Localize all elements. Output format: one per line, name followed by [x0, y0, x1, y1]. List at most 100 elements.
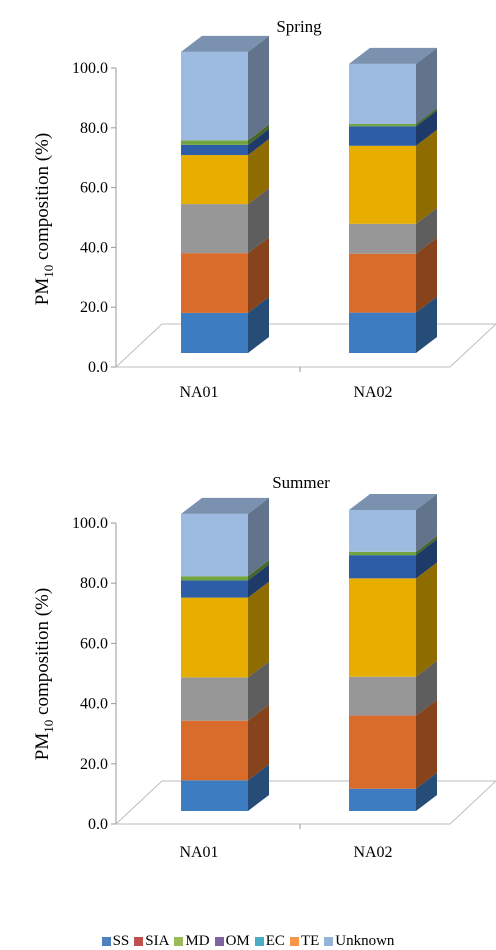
bar-segment-side	[248, 581, 269, 678]
bar-segment-side	[248, 764, 269, 811]
legend-item: SIA	[134, 933, 169, 950]
bar-segment-side	[248, 237, 269, 313]
x-tick-label: NA01	[179, 844, 218, 861]
chart-floor	[114, 323, 496, 368]
bar-segment-side	[248, 560, 269, 581]
bar-segment	[181, 513, 248, 577]
legend-swatch	[134, 936, 144, 946]
bar-segment	[181, 677, 248, 721]
bar-segment-side	[248, 661, 269, 721]
bar-segment	[181, 576, 248, 581]
legend-item: EC	[254, 932, 285, 950]
bar-top-face	[349, 47, 437, 64]
bar-segment	[181, 780, 248, 811]
chart-legend: SS SIA MD OM EC TE Unknown	[0, 933, 496, 949]
bar-segment-side	[248, 704, 269, 781]
bar-segment	[181, 140, 248, 145]
chart-title: Summer	[272, 473, 330, 492]
x-tick-label: NA02	[353, 844, 392, 861]
bar-segment	[349, 715, 416, 789]
bar-segment-side	[416, 47, 437, 124]
bar-segment	[349, 312, 416, 353]
chart-title: Spring	[276, 17, 322, 36]
y-tick-label: 80.0	[80, 120, 108, 137]
legend-label: SIA	[145, 932, 170, 949]
bar-segment-side	[416, 699, 437, 789]
y-axis-label: PM10 composition (%)	[32, 588, 56, 760]
bar-segment-side	[416, 129, 437, 224]
bar-segment	[181, 580, 248, 598]
y-tick-label: 20.0	[80, 299, 108, 316]
bar-segment	[181, 597, 248, 678]
legend-item: OM	[214, 932, 250, 950]
y-tick-label: 40.0	[80, 239, 108, 256]
legend-label: TE	[300, 932, 320, 949]
bar-segment	[349, 788, 416, 811]
bar-segment	[349, 126, 416, 146]
bar-segment-side	[416, 296, 437, 353]
legend-label: OM	[225, 932, 250, 949]
bar-top-face	[181, 497, 269, 514]
y-tick-label: 80.0	[80, 575, 108, 592]
bar-segment	[349, 551, 416, 556]
legend-item: TE	[289, 932, 320, 950]
bar-segment	[181, 720, 248, 781]
legend-item: SS	[101, 932, 130, 950]
bar-segment-side	[416, 110, 437, 146]
bar-segment-side	[248, 124, 269, 145]
bar-segment-side	[416, 237, 437, 313]
legend-label: Unknown	[335, 932, 395, 949]
y-tick-label: 100.0	[72, 60, 108, 77]
legend-swatch	[174, 936, 184, 946]
bar-segment	[349, 253, 416, 313]
y-tick-label: 60.0	[80, 635, 108, 652]
legend-swatch	[214, 936, 224, 946]
bar-segment	[349, 63, 416, 124]
bar-segment-side	[248, 35, 269, 141]
y-tick-label: 60.0	[80, 180, 108, 197]
bar-segment-side	[416, 207, 437, 254]
bar-segment	[181, 51, 248, 141]
legend-item: Unknown	[324, 933, 394, 950]
y-tick-label: 0.0	[88, 359, 108, 376]
bar-segment	[349, 223, 416, 254]
x-tick-label: NA02	[353, 384, 392, 401]
bar-segment	[181, 312, 248, 353]
bar-segment-side	[248, 564, 269, 598]
legend-label: MD	[185, 932, 210, 949]
bar-top-face	[349, 494, 437, 510]
bar-segment-side	[416, 539, 437, 579]
bar-segment-side	[416, 772, 437, 811]
bar-segment-side	[416, 494, 437, 552]
bar-segment-side	[248, 296, 269, 353]
legend-swatch	[101, 936, 111, 946]
legend-label: EC	[265, 932, 285, 949]
bar-segment-side	[416, 562, 437, 677]
bar-segment	[181, 253, 248, 313]
bar-top-face	[181, 35, 269, 52]
y-tick-label: 0.0	[88, 816, 108, 833]
legend-label: SS	[112, 932, 130, 949]
bar-segment-side	[248, 139, 269, 205]
chart-floor	[114, 780, 496, 825]
bar-segment-side	[416, 107, 437, 127]
bar-segment-side	[248, 128, 269, 156]
legend-swatch	[289, 936, 299, 946]
bar-segment	[349, 578, 416, 677]
bar-segment	[349, 145, 416, 224]
bar-segment	[181, 144, 248, 156]
legend-swatch	[254, 936, 264, 946]
bar-segment-side	[416, 660, 437, 716]
bar-segment-side	[248, 188, 269, 254]
bar-segment-side	[248, 497, 269, 577]
x-tick-label: NA01	[179, 384, 218, 401]
bar-segment	[349, 510, 416, 552]
y-tick-label: 20.0	[80, 756, 108, 773]
legend-item: MD	[174, 932, 210, 950]
y-axis-label: PM10 composition (%)	[32, 133, 56, 305]
y-tick-label: 40.0	[80, 696, 108, 713]
bar-segment	[181, 204, 248, 254]
legend-swatch	[324, 936, 334, 946]
y-tick-label: 100.0	[72, 515, 108, 532]
